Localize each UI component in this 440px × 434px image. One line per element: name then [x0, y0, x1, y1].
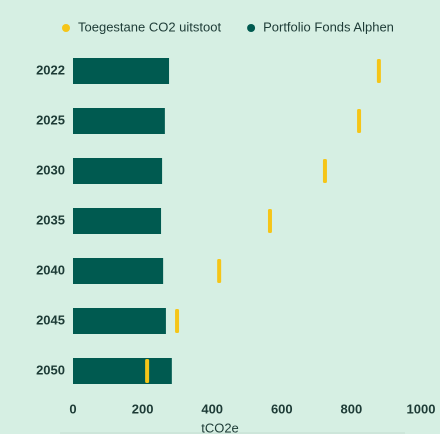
legend-label: Toegestane CO2 uitstoot [78, 19, 221, 34]
bar [73, 258, 164, 284]
limit-marker [175, 309, 180, 333]
x-tick-label: 400 [201, 401, 223, 416]
limit-marker [267, 209, 272, 233]
bar [73, 208, 162, 234]
bar [73, 108, 165, 134]
limit-marker [322, 159, 327, 183]
x-tick-label: 800 [341, 401, 363, 416]
limit-marker [217, 259, 222, 283]
x-axis-title: tCO2e [201, 420, 239, 434]
y-tick-label: 2045 [36, 312, 65, 327]
limit-marker [357, 109, 362, 133]
limit-marker [376, 59, 381, 83]
legend-marker [62, 24, 70, 32]
limit-marker [145, 359, 150, 383]
x-tick-label: 600 [271, 401, 293, 416]
y-tick-label: 2050 [36, 362, 65, 377]
y-tick-label: 2022 [36, 62, 65, 77]
bar [73, 308, 166, 334]
legend-marker [247, 24, 256, 32]
y-tick-label: 2025 [36, 112, 65, 127]
y-tick-label: 2035 [36, 212, 65, 227]
y-tick-label: 2040 [36, 262, 65, 277]
legend-label: Portfolio Fonds Alphen [263, 19, 394, 34]
x-tick-label: 1000 [407, 401, 436, 416]
bar [73, 58, 170, 84]
bar [73, 158, 163, 184]
bar [73, 358, 172, 384]
x-tick-label: 200 [132, 401, 154, 416]
y-tick-label: 2030 [36, 162, 65, 177]
x-tick-label: 0 [69, 401, 76, 416]
